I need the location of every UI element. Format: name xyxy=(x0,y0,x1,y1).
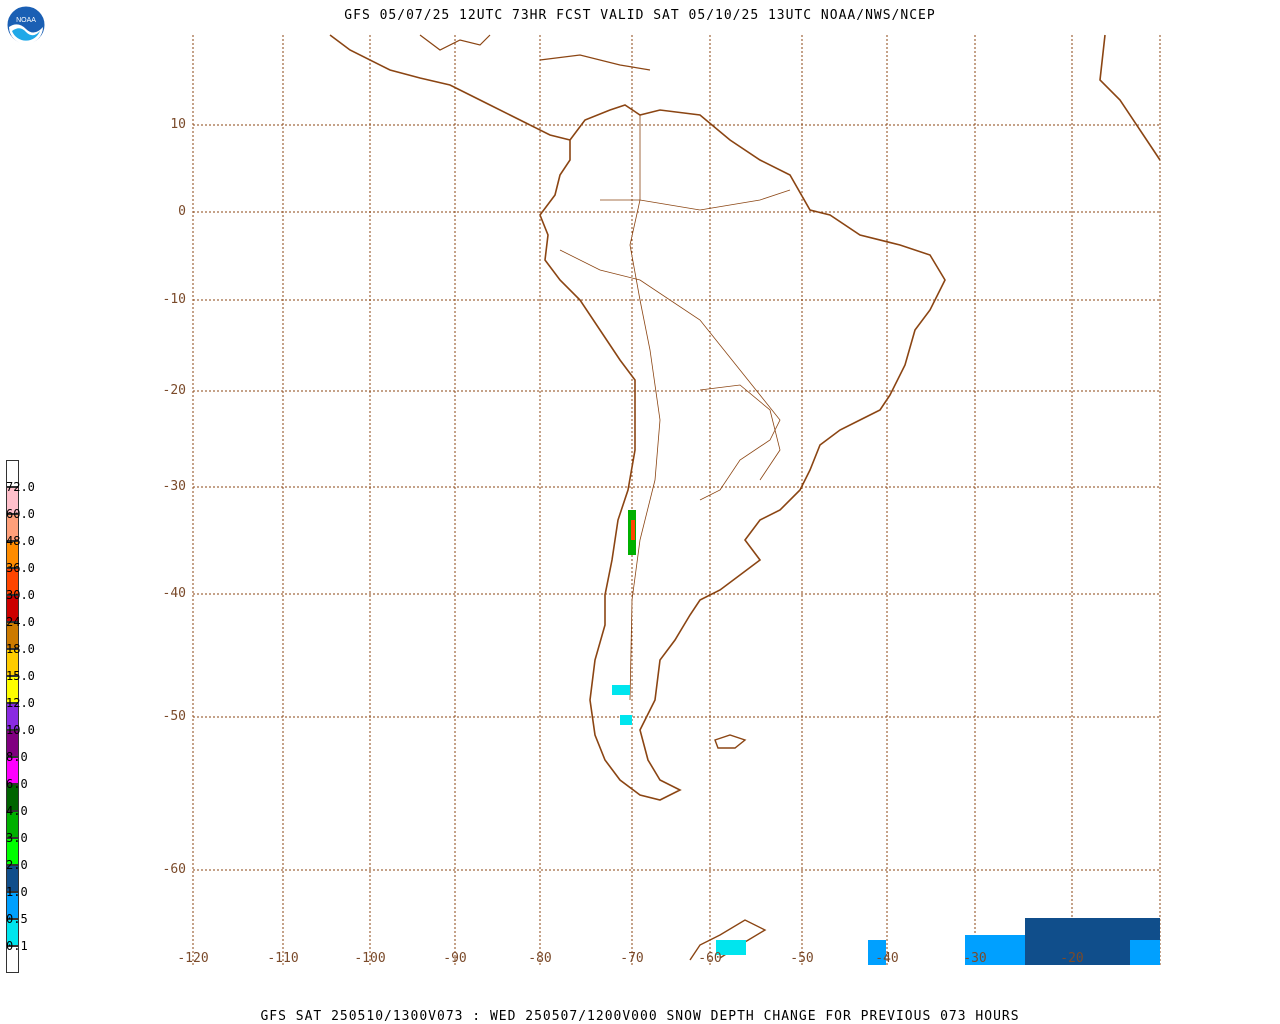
legend-label: 18.0 xyxy=(6,642,35,656)
legend-label: 12.0 xyxy=(6,696,35,710)
lat-label--50: -50 xyxy=(162,709,186,724)
lat-label--10: -10 xyxy=(162,292,186,307)
lat-label-10: 10 xyxy=(170,117,186,132)
legend-label: 72.0 xyxy=(6,480,35,494)
legend-label: 36.0 xyxy=(6,561,35,575)
lon-label--50: -50 xyxy=(790,951,814,966)
legend-swatch xyxy=(6,865,19,892)
lon-label--110: -110 xyxy=(267,951,299,966)
legend-swatch xyxy=(6,919,19,946)
legend-label: 60.0 xyxy=(6,507,35,521)
legend-swatch xyxy=(6,622,19,649)
lon-label--40: -40 xyxy=(875,951,899,966)
svg-text:NOAA: NOAA xyxy=(16,17,36,24)
lon-label--20: -20 xyxy=(1060,951,1084,966)
noaa-logo-icon: NOAA xyxy=(6,5,46,45)
legend-swatch xyxy=(6,838,19,865)
legend-label: 3.0 xyxy=(6,831,28,845)
map-footer-title: GFS SAT 250510/1300V073 : WED 250507/120… xyxy=(260,1009,1020,1024)
legend-label: 48.0 xyxy=(6,534,35,548)
legend-swatch xyxy=(6,487,19,514)
legend-label: 0.5 xyxy=(6,912,28,926)
legend-swatch xyxy=(6,757,19,784)
legend-label: 8.0 xyxy=(6,750,28,764)
legend-swatch xyxy=(6,946,19,973)
legend-label: 1.0 xyxy=(6,885,28,899)
map-gridlines xyxy=(192,35,1161,965)
legend-label: 2.0 xyxy=(6,858,28,872)
legend-swatch xyxy=(6,649,19,676)
legend-swatch xyxy=(6,730,19,757)
legend-label: 10.0 xyxy=(6,723,35,737)
snow-depth-fill xyxy=(612,510,1160,965)
legend-swatch xyxy=(6,676,19,703)
legend-swatch xyxy=(6,541,19,568)
lon-label--60: -60 xyxy=(698,951,722,966)
legend-label: 24.0 xyxy=(6,615,35,629)
lat-label--60: -60 xyxy=(162,862,186,877)
legend-swatch xyxy=(6,595,19,622)
legend-swatch xyxy=(6,811,19,838)
lat-label--30: -30 xyxy=(162,479,186,494)
lat-label--40: -40 xyxy=(162,586,186,601)
legend-swatch xyxy=(6,892,19,919)
legend-label: 30.0 xyxy=(6,588,35,602)
legend-swatch xyxy=(6,514,19,541)
lon-label--80: -80 xyxy=(528,951,552,966)
legend-label: 15.0 xyxy=(6,669,35,683)
legend-swatch xyxy=(6,784,19,811)
legend-label: 4.0 xyxy=(6,804,28,818)
legend-swatch xyxy=(6,568,19,595)
legend-swatch xyxy=(6,703,19,730)
lon-label--90: -90 xyxy=(443,951,467,966)
lon-label--30: -30 xyxy=(963,951,987,966)
legend-swatch xyxy=(6,460,19,487)
lon-label--100: -100 xyxy=(354,951,386,966)
lat-label--20: -20 xyxy=(162,383,186,398)
map-title: GFS 05/07/25 12UTC 73HR FCST VALID SAT 0… xyxy=(344,8,936,23)
lat-label-0: 0 xyxy=(178,204,186,219)
coastlines xyxy=(329,34,1161,961)
lon-label--70: -70 xyxy=(620,951,644,966)
lon-label--120: -120 xyxy=(177,951,209,966)
legend-label: 0.1 xyxy=(6,939,28,953)
legend-label: 6.0 xyxy=(6,777,28,791)
